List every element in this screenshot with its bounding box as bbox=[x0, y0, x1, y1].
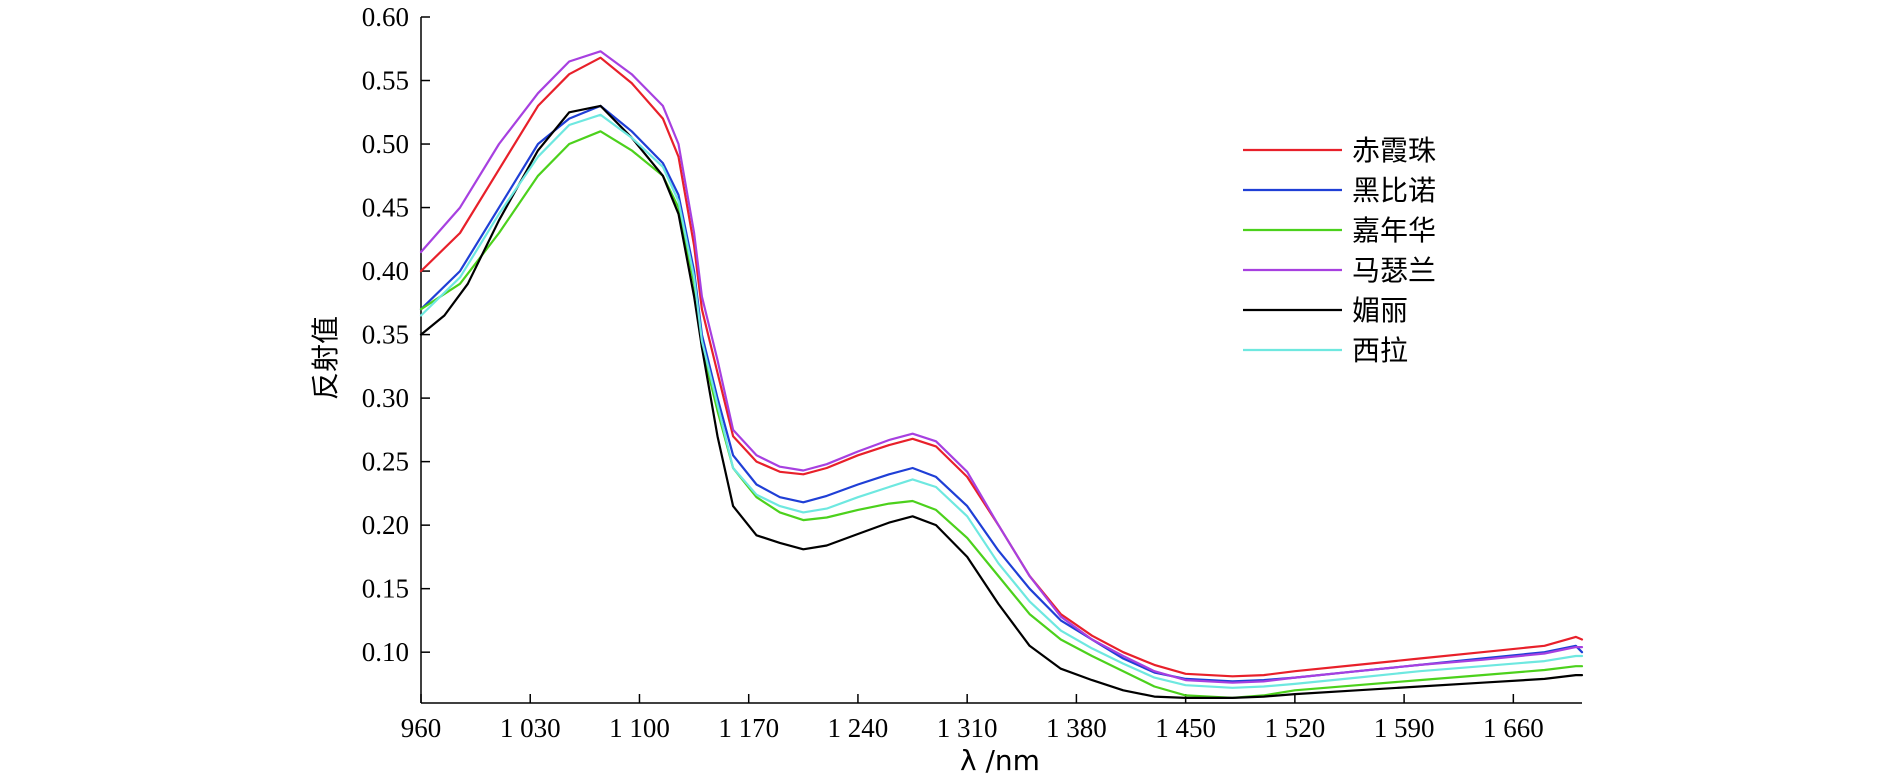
series-line bbox=[419, 130, 1584, 699]
series-line bbox=[419, 56, 1584, 678]
x-tick-label: 1 590 bbox=[1374, 713, 1435, 743]
x-tick-label: 1 170 bbox=[718, 713, 779, 743]
x-tick-label: 1 380 bbox=[1046, 713, 1107, 743]
series-line bbox=[419, 113, 1584, 689]
y-tick-label: 0.45 bbox=[362, 193, 409, 223]
x-tick-label: 1 030 bbox=[500, 713, 561, 743]
legend-label: 西拉 bbox=[1352, 334, 1408, 367]
legend-label: 媚丽 bbox=[1352, 294, 1408, 327]
series-line bbox=[419, 50, 1584, 684]
y-tick-label: 0.55 bbox=[362, 66, 409, 96]
y-tick-label: 0.20 bbox=[362, 510, 409, 540]
y-tick-label: 0.50 bbox=[362, 129, 409, 159]
axes: 0.10 0.15 0.20 0.25 0.30 0.35 0.40 0.45 0.50 0.55… bbox=[362, 2, 1582, 743]
x-tick-label: 1 520 bbox=[1264, 713, 1325, 743]
legend-label: 马瑟兰 bbox=[1352, 254, 1436, 287]
x-tick-label: 1 660 bbox=[1483, 713, 1544, 743]
series-layer bbox=[419, 50, 1584, 699]
y-tick-label: 0.10 bbox=[362, 637, 409, 667]
x-axis-title: λ /nm bbox=[960, 744, 1040, 777]
y-tick-label: 0.25 bbox=[362, 447, 409, 477]
y-tick-label: 0.40 bbox=[362, 256, 409, 286]
x-tick-label: 1 450 bbox=[1155, 713, 1216, 743]
legend-label: 黑比诺 bbox=[1352, 174, 1436, 207]
x-tick-label: 1 310 bbox=[937, 713, 998, 743]
legend-label: 嘉年华 bbox=[1352, 214, 1436, 247]
y-tick-label: 0.60 bbox=[362, 2, 409, 32]
y-tick-label: 0.35 bbox=[362, 320, 409, 350]
x-tick-label: 1 240 bbox=[828, 713, 889, 743]
y-axis-title: 反射值 bbox=[309, 316, 342, 400]
y-tick-label: 0.30 bbox=[362, 383, 409, 413]
y-tick-label: 0.15 bbox=[362, 574, 409, 604]
legend-label: 赤霞珠 bbox=[1352, 134, 1436, 167]
series-line bbox=[419, 104, 1584, 699]
x-tick-label: 1 100 bbox=[609, 713, 670, 743]
x-tick-label: 960 bbox=[401, 713, 442, 743]
